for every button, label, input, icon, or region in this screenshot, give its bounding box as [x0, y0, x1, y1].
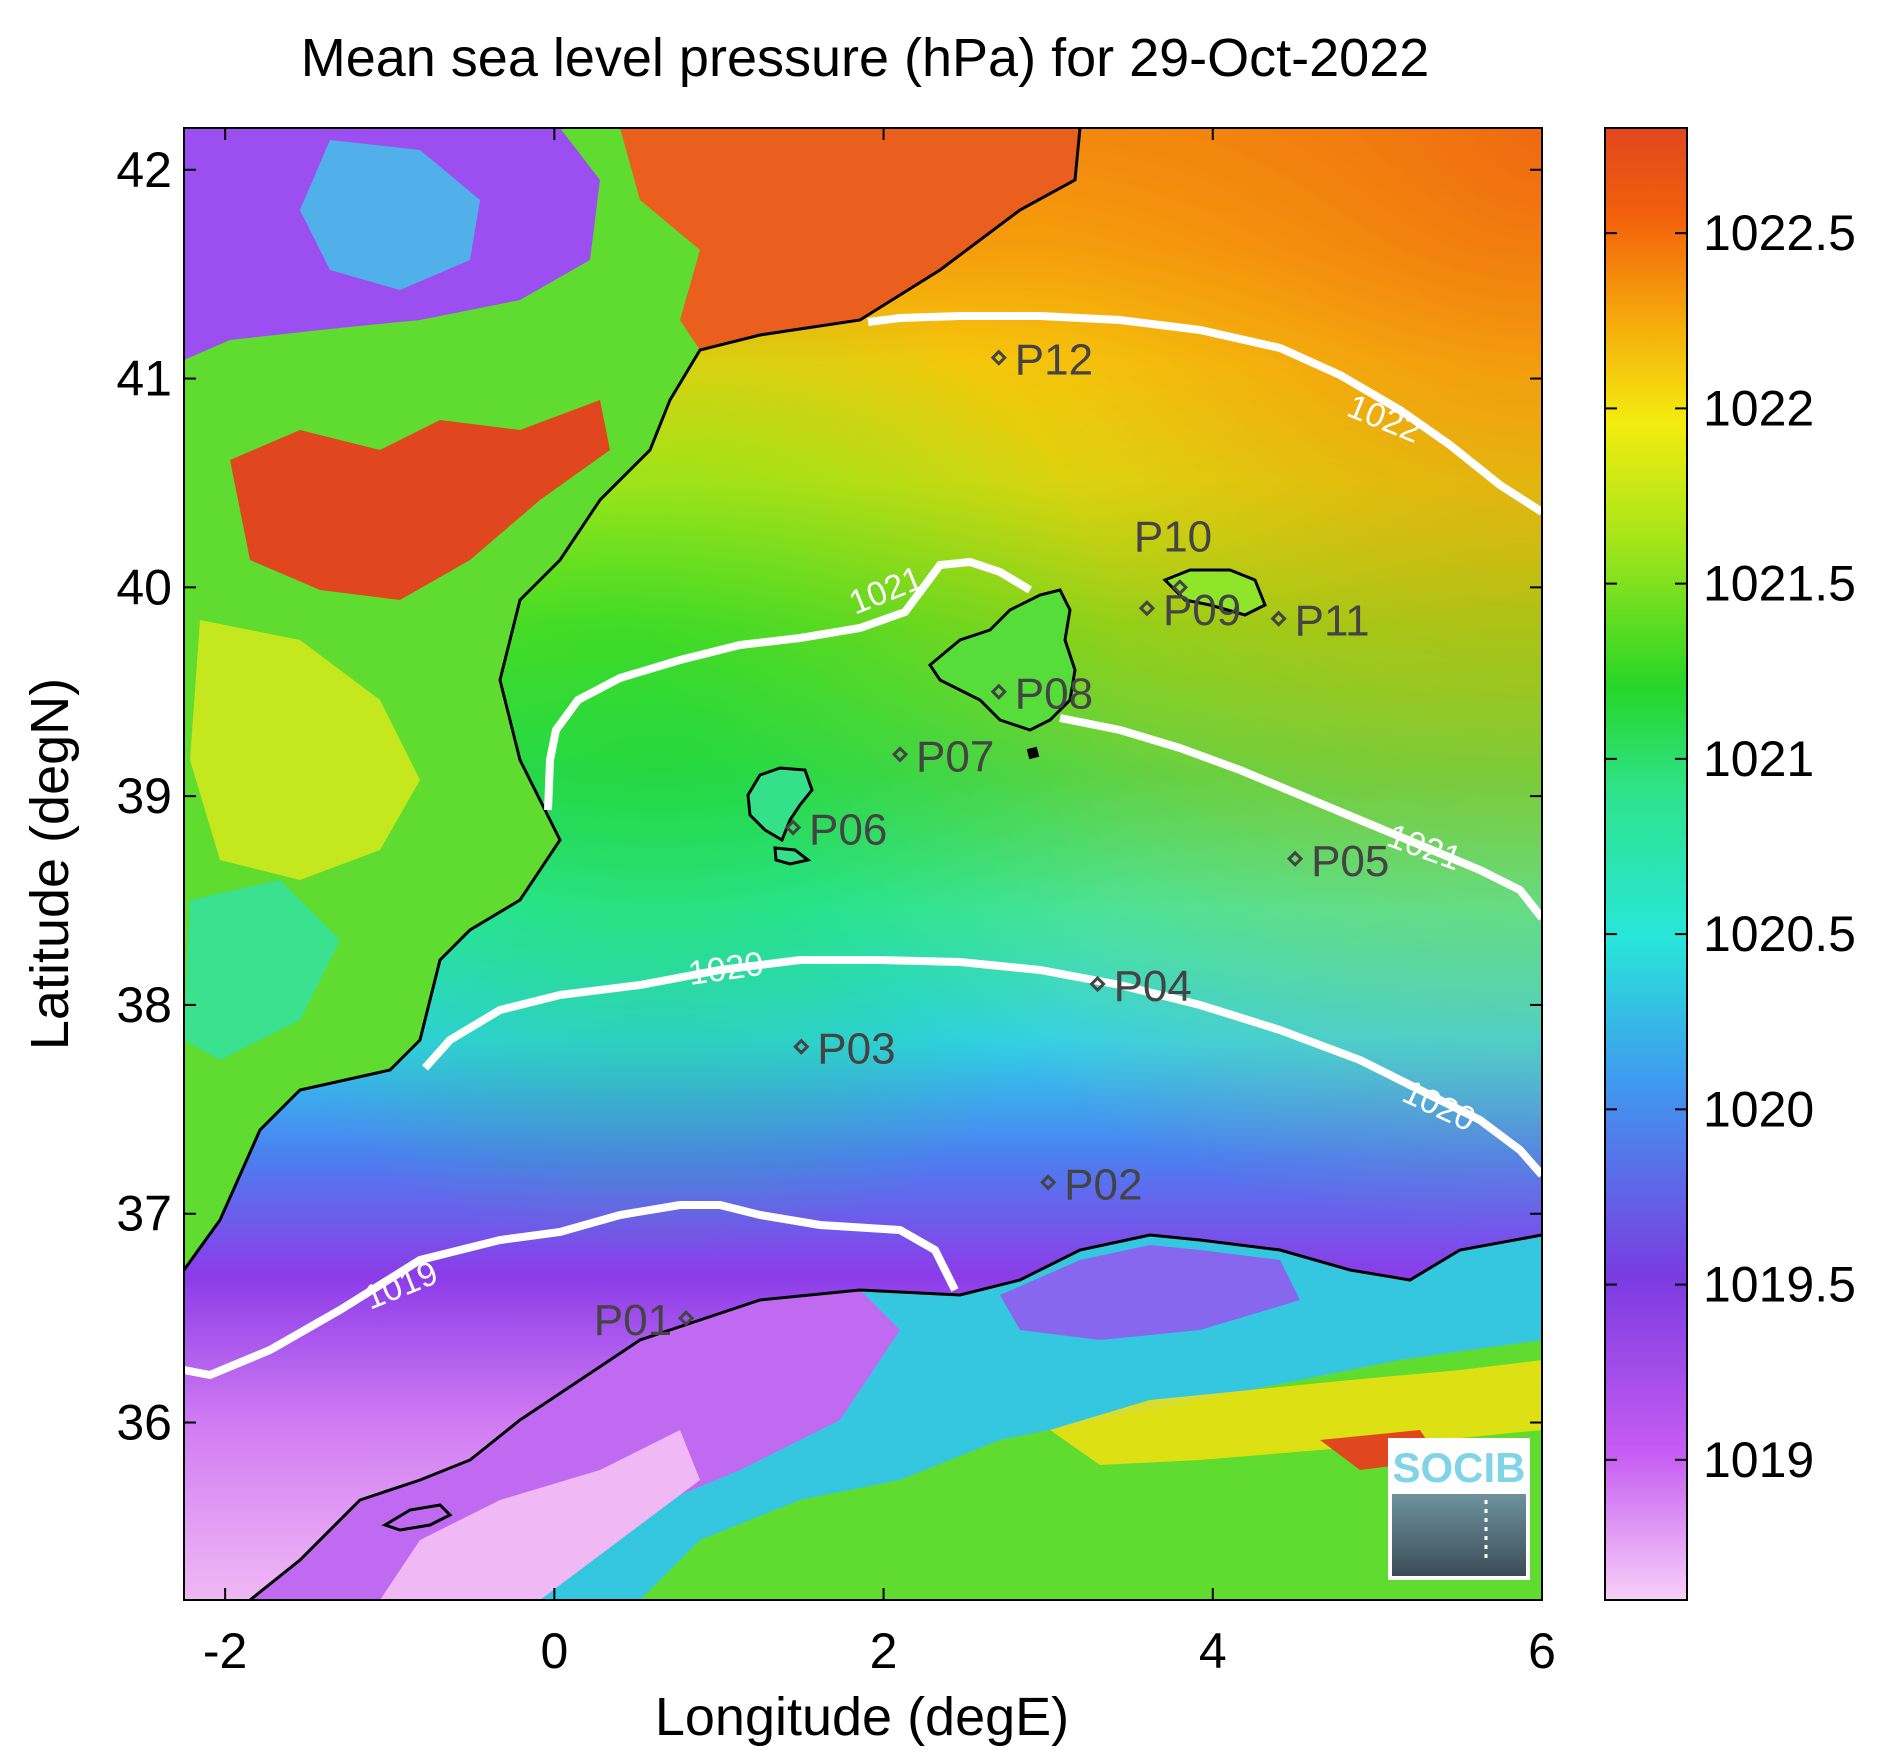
isobar-1022: [867, 312, 1542, 516]
colorbar-ticks: 1019 1019.5 1020 1020.5 1021 1021.5 1022 1022.5: [1605, 205, 1856, 1488]
station-label: P11: [1295, 597, 1370, 646]
x-tick-label: -2: [203, 1623, 247, 1679]
station-p10[interactable]: P10: [1134, 512, 1212, 596]
plot-frame: [183, 127, 1543, 1601]
colorbar-tick-label: 1021: [1703, 731, 1814, 787]
isobar-1020: [422, 956, 1542, 1178]
land-iberia-north-warm: [620, 128, 1080, 350]
station-label: P08: [1015, 670, 1093, 719]
isobar-1019: [184, 1201, 959, 1380]
station-marker-icon: [1089, 975, 1106, 993]
x-tick-label: 0: [540, 1623, 568, 1679]
station-marker-icon: [1138, 600, 1156, 617]
socib-logo: SOCIB: [1388, 1438, 1530, 1580]
x-tick-label: 2: [870, 1623, 898, 1679]
island-mallorca: [928, 588, 1077, 732]
land-africa-violet-east: [1000, 1245, 1300, 1340]
y-tick-label: 40: [116, 559, 172, 615]
station-label: P02: [1064, 1160, 1142, 1209]
station-p06[interactable]: P06: [784, 805, 887, 854]
land-africa-pink: [380, 1430, 700, 1600]
station-marker-icon: [1040, 1174, 1057, 1191]
colorbar: [1604, 127, 1688, 1601]
station-markers: P01 P02 P03 P04 P05 P06 P07 P08 P09 P10 P11 P12: [594, 336, 1390, 1345]
station-label: P09: [1163, 586, 1241, 635]
logo-text: SOCIB: [1392, 1444, 1525, 1491]
station-marker-icon: [891, 746, 909, 763]
station-p08[interactable]: P08: [990, 670, 1093, 719]
plot-area: 1019 1020 1020 1021 1021 1022 P01P02P03P…: [184, 128, 1542, 1600]
land-iberia-yellow-patch: [190, 620, 420, 880]
station-p04[interactable]: P04: [1089, 962, 1192, 1011]
y-tick-label: 39: [116, 768, 172, 824]
station-label: P01: [594, 1296, 672, 1345]
y-tick-label: 36: [116, 1395, 172, 1451]
y-axis-label: Latitude (degN): [20, 678, 80, 1050]
station-p12[interactable]: P12: [990, 336, 1093, 385]
y-tick-label: 41: [116, 351, 172, 407]
station-marker-icon: [793, 1038, 810, 1055]
station-p02[interactable]: P02: [1040, 1160, 1142, 1209]
station-label: P10: [1134, 512, 1212, 561]
colorbar-tick-label: 1020: [1703, 1081, 1814, 1137]
x-axis-ticks: -2 0 2 4 6: [203, 128, 1556, 1679]
island-cabrera: [1026, 746, 1040, 760]
station-marker-icon: [1171, 579, 1188, 596]
station-p05[interactable]: P05: [1286, 837, 1389, 886]
station-label: P07: [916, 732, 994, 781]
land-iberia-cyan-band: [300, 140, 480, 290]
station-label: P06: [809, 805, 887, 854]
station-marker-icon: [990, 683, 1007, 700]
station-label: P12: [1015, 336, 1093, 385]
y-tick-label: 42: [116, 142, 172, 198]
chart-title: Mean sea level pressure (hPa) for 29-Oct…: [301, 28, 1430, 88]
station-p11[interactable]: P11: [1270, 597, 1370, 646]
station-p03[interactable]: P03: [793, 1025, 896, 1074]
coastline-iberia: [184, 128, 1082, 1271]
isobar-1021: [544, 557, 1033, 811]
island-ibiza: [746, 766, 814, 843]
land-iberia-red-patch: [230, 400, 610, 600]
land-iberia: [184, 128, 1080, 1270]
colorbar-tick-label: 1022: [1703, 380, 1814, 436]
colorbar-tick-label: 1020.5: [1703, 906, 1856, 962]
station-p01[interactable]: P01: [594, 1296, 695, 1345]
station-label: P04: [1114, 962, 1192, 1011]
station-marker-icon: [677, 1310, 695, 1327]
station-p07[interactable]: P07: [891, 732, 994, 781]
land-iberia-south-cyan: [184, 880, 340, 1060]
colorbar-tick-label: 1022.5: [1703, 205, 1856, 261]
island-formentera: [773, 846, 812, 866]
x-axis-label: Longitude (degE): [655, 1687, 1069, 1747]
colorbar-tick-label: 1021.5: [1703, 556, 1856, 612]
station-p09[interactable]: P09: [1138, 586, 1241, 635]
island-alboran: [381, 1503, 453, 1532]
station-marker-icon: [1270, 610, 1287, 627]
station-marker-icon: [784, 819, 802, 836]
isobar-1021-east: [1059, 714, 1542, 921]
y-tick-label: 38: [116, 977, 172, 1033]
station-label: P03: [817, 1025, 895, 1074]
station-marker-icon: [1286, 850, 1304, 867]
x-tick-label: 6: [1528, 1623, 1556, 1679]
y-axis-ticks: 36 37 38 39 40 41 42: [116, 142, 1542, 1451]
coastline-north-africa: [249, 1233, 1542, 1600]
x-tick-label: 4: [1199, 1623, 1227, 1679]
island-menorca: [1162, 568, 1267, 617]
station-label: P05: [1311, 837, 1389, 886]
colorbar-tick-label: 1019.5: [1703, 1257, 1856, 1313]
y-tick-label: 37: [116, 1186, 172, 1242]
station-marker-icon: [990, 349, 1007, 366]
colorbar-tick-label: 1019: [1703, 1432, 1814, 1488]
